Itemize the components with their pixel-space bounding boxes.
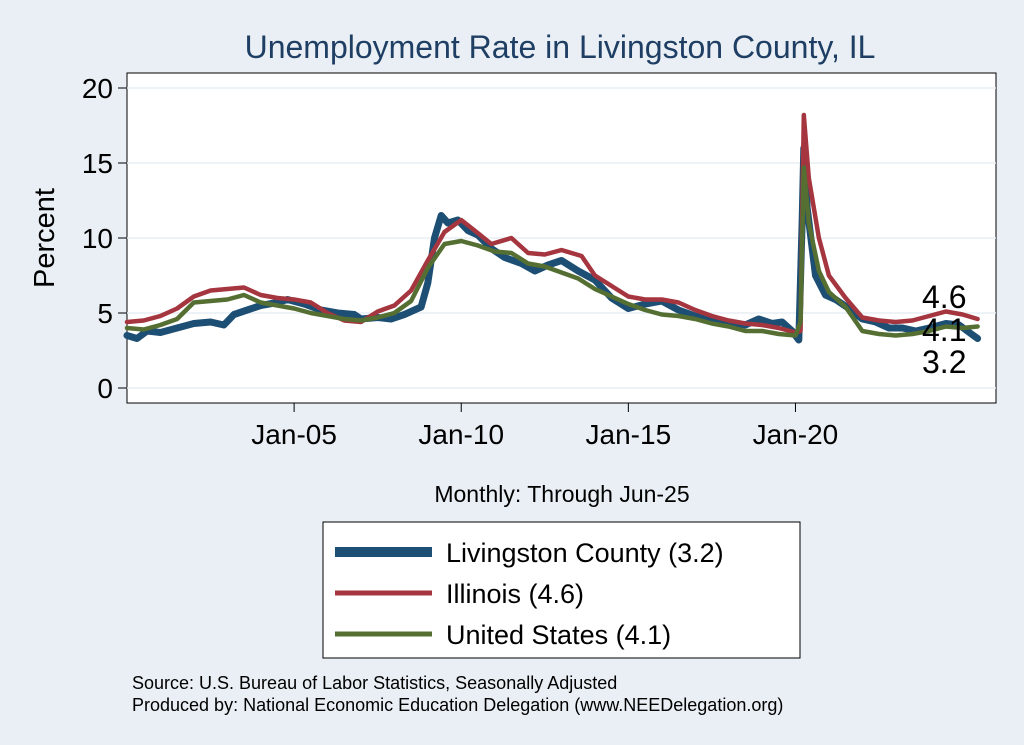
y-tick-label-10: 10 (82, 223, 113, 254)
series-lines (123, 112, 982, 344)
source-note: Source: U.S. Bureau of Labor Statistics,… (132, 673, 617, 693)
x-axis-ticks: Jan-05 Jan-10 Jan-15 Jan-20 (251, 403, 838, 450)
legend-label-1: Illinois (4.6) (446, 579, 584, 609)
chart-title: Unemployment Rate in Livingston County, … (245, 29, 876, 65)
y-axis-ticks: 0 5 10 15 20 (82, 73, 127, 404)
x-axis-label: Monthly: Through Jun-25 (434, 481, 689, 507)
series-line-illinois (124, 112, 980, 335)
x-tick-label-1: Jan-10 (418, 419, 504, 450)
end-label-illinois: 4.6 (922, 279, 966, 315)
legend-label-2: United States (4.1) (446, 620, 671, 650)
x-tick-label-3: Jan-20 (753, 419, 839, 450)
y-tick-label-5: 5 (97, 298, 113, 329)
y-tick-label-20: 20 (82, 73, 113, 104)
end-label-united-states: 4.1 (922, 312, 966, 348)
end-value-labels: 3.2 4.64.1 (922, 279, 966, 380)
end-label-livingston-county: 3.2 (922, 344, 966, 380)
y-tick-label-0: 0 (97, 373, 113, 404)
x-tick-label-0: Jan-05 (251, 419, 337, 450)
legend-box (322, 521, 801, 659)
legend-label-0: Livingston County (3.2) (446, 538, 724, 568)
y-tick-label-15: 15 (82, 148, 113, 179)
producer-note: Produced by: National Economic Education… (132, 695, 783, 715)
x-tick-label-2: Jan-15 (586, 419, 672, 450)
y-axis-label: Percent (29, 188, 61, 288)
legend: Livingston County (3.2) Illinois (4.6) Uni… (322, 521, 801, 659)
series-line-united-states (124, 165, 980, 338)
